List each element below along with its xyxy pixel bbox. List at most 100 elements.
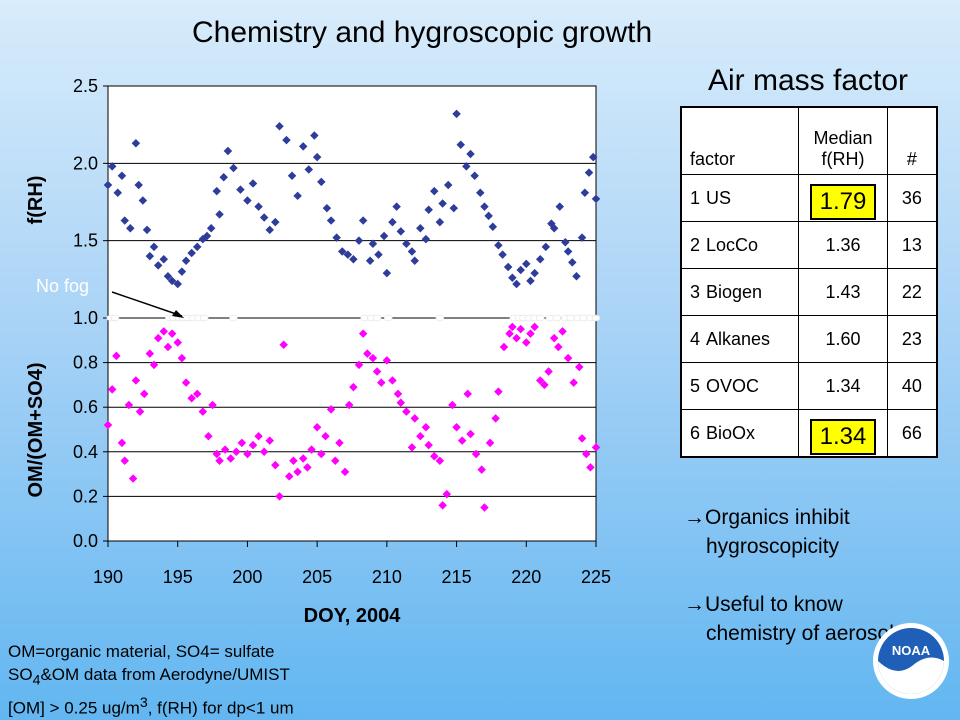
factor-cell: 1 US — [680, 174, 800, 222]
bullet-2-line-2: chemistry of aerosol — [706, 622, 894, 645]
om-point — [499, 342, 509, 352]
table-row: 2 LocCo 1.36 13 — [680, 221, 938, 269]
om-point — [204, 431, 213, 441]
x-tick-label: 205 — [302, 567, 332, 587]
om-point — [407, 443, 417, 452]
om-point — [452, 423, 461, 432]
y-tick-label: 0.8 — [73, 353, 98, 373]
frh-point — [358, 216, 368, 225]
om-point — [554, 342, 563, 352]
x-axis-title: DOY, 2004 — [304, 605, 402, 627]
note-line-3: [OM] > 0.25 ug/m3, f(RH) for dp<1 um — [8, 692, 294, 720]
om-point — [471, 449, 481, 459]
om-point — [448, 400, 457, 410]
frh-point — [113, 188, 123, 197]
om-point — [522, 338, 531, 347]
om-point — [530, 322, 539, 332]
y-tick-label: 0.0 — [73, 531, 98, 551]
frh-point — [167, 276, 177, 286]
om-point — [159, 327, 169, 336]
om-point — [354, 360, 364, 370]
om-point — [237, 438, 247, 448]
fog-flag-point — [535, 314, 545, 322]
frh-point — [456, 140, 465, 150]
om-point — [285, 472, 294, 481]
om-point — [377, 378, 386, 387]
frh-point — [449, 203, 459, 213]
count-cell: 40 — [886, 362, 938, 410]
om-point — [480, 503, 489, 512]
table-row: 3 Biogen 1.43 22 — [680, 268, 938, 316]
om-point — [512, 333, 521, 343]
frh-point — [476, 188, 485, 197]
frh-point — [368, 239, 378, 249]
om-point — [192, 389, 202, 399]
frh-point — [134, 180, 143, 190]
om-axis-title: OM/(OM+SO4) — [25, 362, 47, 497]
frh-point — [407, 247, 417, 256]
median-value: 1.43 — [825, 281, 861, 302]
frh-point — [117, 171, 127, 180]
count-cell: 66 — [886, 409, 938, 458]
x-tick-label: 220 — [511, 567, 541, 587]
frh-point — [322, 203, 332, 213]
frh-point — [462, 162, 471, 171]
frh-point — [488, 222, 498, 231]
om-point — [321, 431, 330, 441]
note-2-sub: 4 — [32, 672, 41, 689]
x-tick-label: 210 — [372, 567, 402, 587]
om-point — [508, 322, 517, 332]
frh-point — [430, 186, 439, 196]
frh-point — [349, 254, 358, 264]
fog-flag-points — [106, 314, 601, 322]
om-point — [248, 440, 258, 450]
om-points — [103, 322, 601, 512]
om-point — [254, 431, 263, 441]
median-cell: 1.36 — [798, 221, 888, 269]
om-point — [128, 474, 138, 483]
om-point — [402, 407, 411, 416]
frh-point — [163, 271, 173, 281]
om-point — [103, 420, 113, 430]
factor-cell: 6 BioOx — [680, 409, 800, 458]
om-point — [435, 456, 445, 465]
slide-title: Chemistry and hygroscopic growth — [192, 16, 653, 49]
frh-point — [223, 146, 233, 156]
fog-flag-point — [435, 314, 445, 322]
note-2-post: &OM data from Aerodyne/UMIST — [40, 665, 290, 684]
note-line-1: OM=organic material, SO4= sulfate — [8, 642, 275, 661]
factor-cell: 2 LocCo — [680, 221, 800, 269]
om-point — [326, 405, 336, 414]
factor-number: 5 — [690, 375, 701, 396]
frh-point — [248, 179, 258, 188]
om-point — [569, 378, 578, 387]
frh-point — [410, 256, 419, 266]
frh-point — [312, 152, 322, 162]
om-point — [372, 367, 382, 376]
factor-name: Alkanes — [706, 328, 771, 349]
table-row: 4 Alkanes 1.60 23 — [680, 315, 938, 363]
median-value: 1.36 — [825, 234, 861, 255]
om-point — [410, 414, 419, 423]
table-row: 6 BioOx 1.34 66 — [680, 409, 938, 458]
frh-point — [236, 185, 245, 194]
om-point — [243, 449, 252, 459]
om-point — [388, 376, 397, 385]
frh-point — [503, 262, 513, 272]
om-point — [307, 445, 316, 454]
factor-name: Biogen — [706, 281, 763, 302]
om-point — [279, 340, 288, 350]
fog-flag-point — [229, 314, 238, 322]
om-point — [208, 400, 217, 410]
om-point — [140, 389, 149, 399]
frh-point — [131, 138, 141, 148]
frh-point — [452, 109, 461, 119]
om-point — [358, 329, 368, 338]
frh-point — [142, 225, 152, 235]
frh-point — [159, 254, 169, 264]
om-point — [215, 456, 224, 465]
om-point — [220, 445, 230, 454]
table-header-row: factor Median f(RH) # — [680, 106, 938, 175]
frh-point — [530, 268, 539, 278]
factor-name: OVOC — [706, 375, 760, 396]
